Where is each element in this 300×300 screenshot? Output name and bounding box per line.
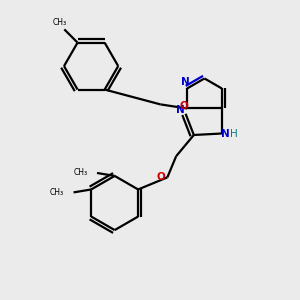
Text: H: H — [230, 128, 238, 139]
Text: N: N — [181, 77, 190, 87]
Text: CH₃: CH₃ — [74, 169, 88, 178]
Text: O: O — [180, 101, 188, 111]
Text: CH₃: CH₃ — [50, 188, 64, 197]
Text: N: N — [221, 128, 230, 139]
Text: O: O — [157, 172, 165, 182]
Text: N: N — [176, 105, 185, 115]
Text: CH₃: CH₃ — [53, 18, 67, 27]
